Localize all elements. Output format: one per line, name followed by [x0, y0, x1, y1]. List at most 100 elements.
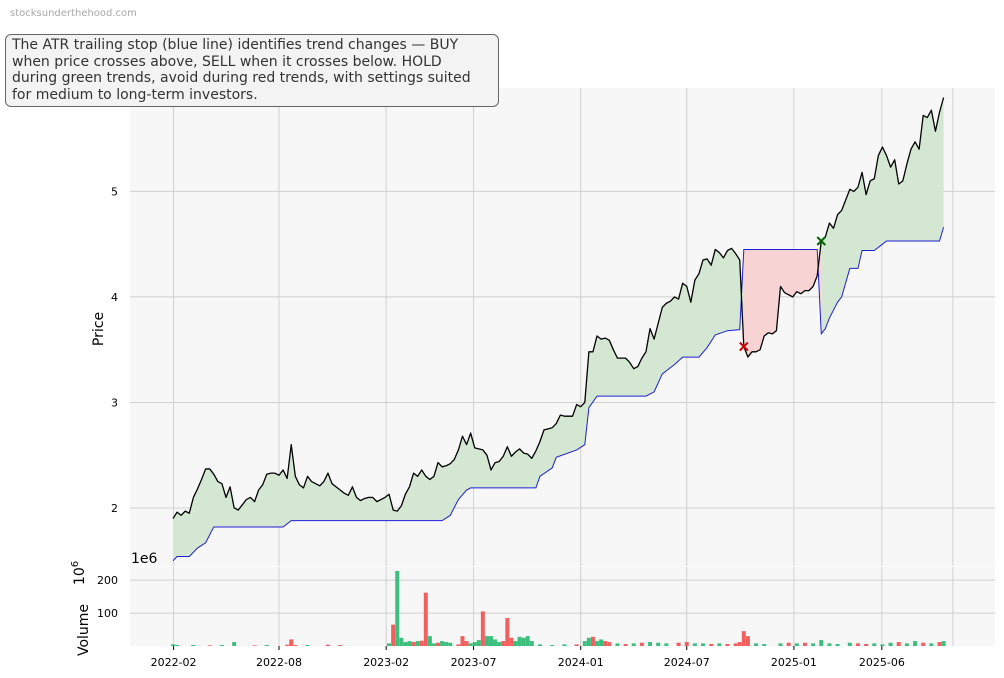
- volume-bar: [631, 643, 636, 646]
- volume-bar: [819, 640, 824, 646]
- volume-bar: [754, 643, 759, 646]
- volume-bar: [701, 643, 706, 646]
- volume-bar: [489, 636, 494, 646]
- volume-bar: [537, 644, 542, 646]
- x-tick-label: 2025-01: [771, 656, 817, 669]
- sell-signal-marker: [739, 341, 749, 352]
- volume-bar: [684, 642, 689, 646]
- volume-bar: [431, 643, 436, 646]
- bullish-trend-fill: [173, 248, 744, 561]
- volume-bar: [399, 637, 404, 646]
- volume-bar: [407, 641, 412, 646]
- volume-bar: [521, 637, 526, 646]
- volume-bar: [480, 611, 485, 646]
- volume-bar: [603, 641, 608, 646]
- volume-bar: [692, 643, 697, 646]
- volume-bar: [497, 642, 502, 646]
- volume-bar: [896, 642, 901, 646]
- volume-bar: [525, 636, 530, 646]
- price-tick-label: 3: [111, 396, 118, 409]
- volume-bar: [794, 643, 799, 646]
- volume-bar: [219, 645, 224, 646]
- volume-bar: [582, 641, 587, 646]
- volume-bar: [827, 643, 832, 646]
- volume-bar: [741, 631, 746, 646]
- volume-bar: [395, 570, 400, 646]
- atr-trailing-stop-line: [172, 227, 945, 562]
- volume-bar: [476, 640, 481, 646]
- volume-bar: [550, 645, 555, 646]
- price-tick-label: 4: [111, 291, 118, 304]
- volume-bar: [387, 643, 392, 646]
- volume-bar: [778, 643, 783, 646]
- volume-plot-background: [130, 567, 995, 646]
- volume-bar: [493, 639, 498, 646]
- volume-bar: [880, 644, 885, 646]
- x-tick-label: 2024-01: [558, 656, 604, 669]
- volume-bar: [293, 645, 298, 646]
- volume-bar: [175, 645, 180, 646]
- volume-bar: [464, 641, 469, 646]
- volume-bar: [639, 642, 644, 646]
- volume-bar: [232, 642, 237, 646]
- volume-bar: [171, 644, 175, 646]
- volume-bar: [921, 642, 926, 646]
- volume-bar: [529, 641, 534, 646]
- volume-bar: [448, 642, 453, 646]
- x-tick-label: 2023-07: [451, 656, 497, 669]
- volume-bar: [929, 643, 934, 646]
- volume-bar: [676, 642, 681, 646]
- volume-bar: [872, 643, 877, 646]
- volume-bar: [913, 641, 918, 646]
- volume-axis-label: Volume: [76, 604, 92, 656]
- watermark: stocksunderthehood.com: [10, 8, 137, 19]
- volume-bar: [411, 642, 416, 646]
- volume-bar: [590, 636, 595, 646]
- volume-bar: [615, 643, 620, 646]
- volume-bar: [305, 645, 310, 646]
- volume-bar: [941, 641, 946, 646]
- volume-bar: [285, 644, 290, 646]
- volume-bar: [444, 642, 449, 646]
- volume-bar: [664, 643, 669, 646]
- volume-bar: [440, 641, 445, 646]
- volume-bar: [403, 642, 408, 646]
- volume-bar: [513, 641, 518, 646]
- volume-bar: [338, 645, 343, 646]
- volume-bar: [252, 645, 257, 646]
- volume-bar: [733, 643, 738, 646]
- volume-bar: [517, 636, 522, 646]
- volume-bar: [786, 642, 791, 646]
- x-axis: 2022-02 2022-08 2023-02 2023-07 2024-01 2024-…: [151, 646, 905, 669]
- volume-bar: [325, 644, 330, 646]
- buy-signal-marker: [816, 236, 826, 246]
- volume-bar: [745, 636, 750, 646]
- volume-bar: [737, 642, 742, 646]
- volume-bar: [802, 642, 807, 646]
- volume-bar: [427, 636, 432, 646]
- bearish-trend-fill: [743, 241, 822, 358]
- price-panel: 2 3 4 5: [111, 88, 995, 566]
- volume-bar: [599, 639, 604, 646]
- x-tick-label: 2025-06: [859, 656, 905, 669]
- volume-bar: [562, 644, 567, 646]
- volume-tick-label: 100: [97, 607, 118, 620]
- volume-bar: [207, 645, 212, 646]
- price-tick-label: 5: [111, 185, 118, 198]
- volume-bar: [888, 642, 893, 646]
- price-tick-label: 2: [111, 502, 118, 515]
- volume-tick-label: 200: [97, 574, 118, 587]
- volume-bar: [648, 642, 653, 646]
- volume-bar: [847, 642, 852, 646]
- x-tick-label: 2022-02: [151, 656, 197, 669]
- volume-bar: [468, 643, 473, 646]
- volume-bar: [623, 644, 628, 646]
- volume-bar: [509, 637, 514, 646]
- price-line: [172, 97, 945, 519]
- volume-bar: [855, 643, 860, 646]
- volume-bar: [607, 642, 612, 646]
- x-tick-label: 2023-02: [363, 656, 409, 669]
- volume-bar: [725, 644, 730, 646]
- volume-bar: [904, 643, 909, 646]
- volume-bar: [656, 642, 661, 646]
